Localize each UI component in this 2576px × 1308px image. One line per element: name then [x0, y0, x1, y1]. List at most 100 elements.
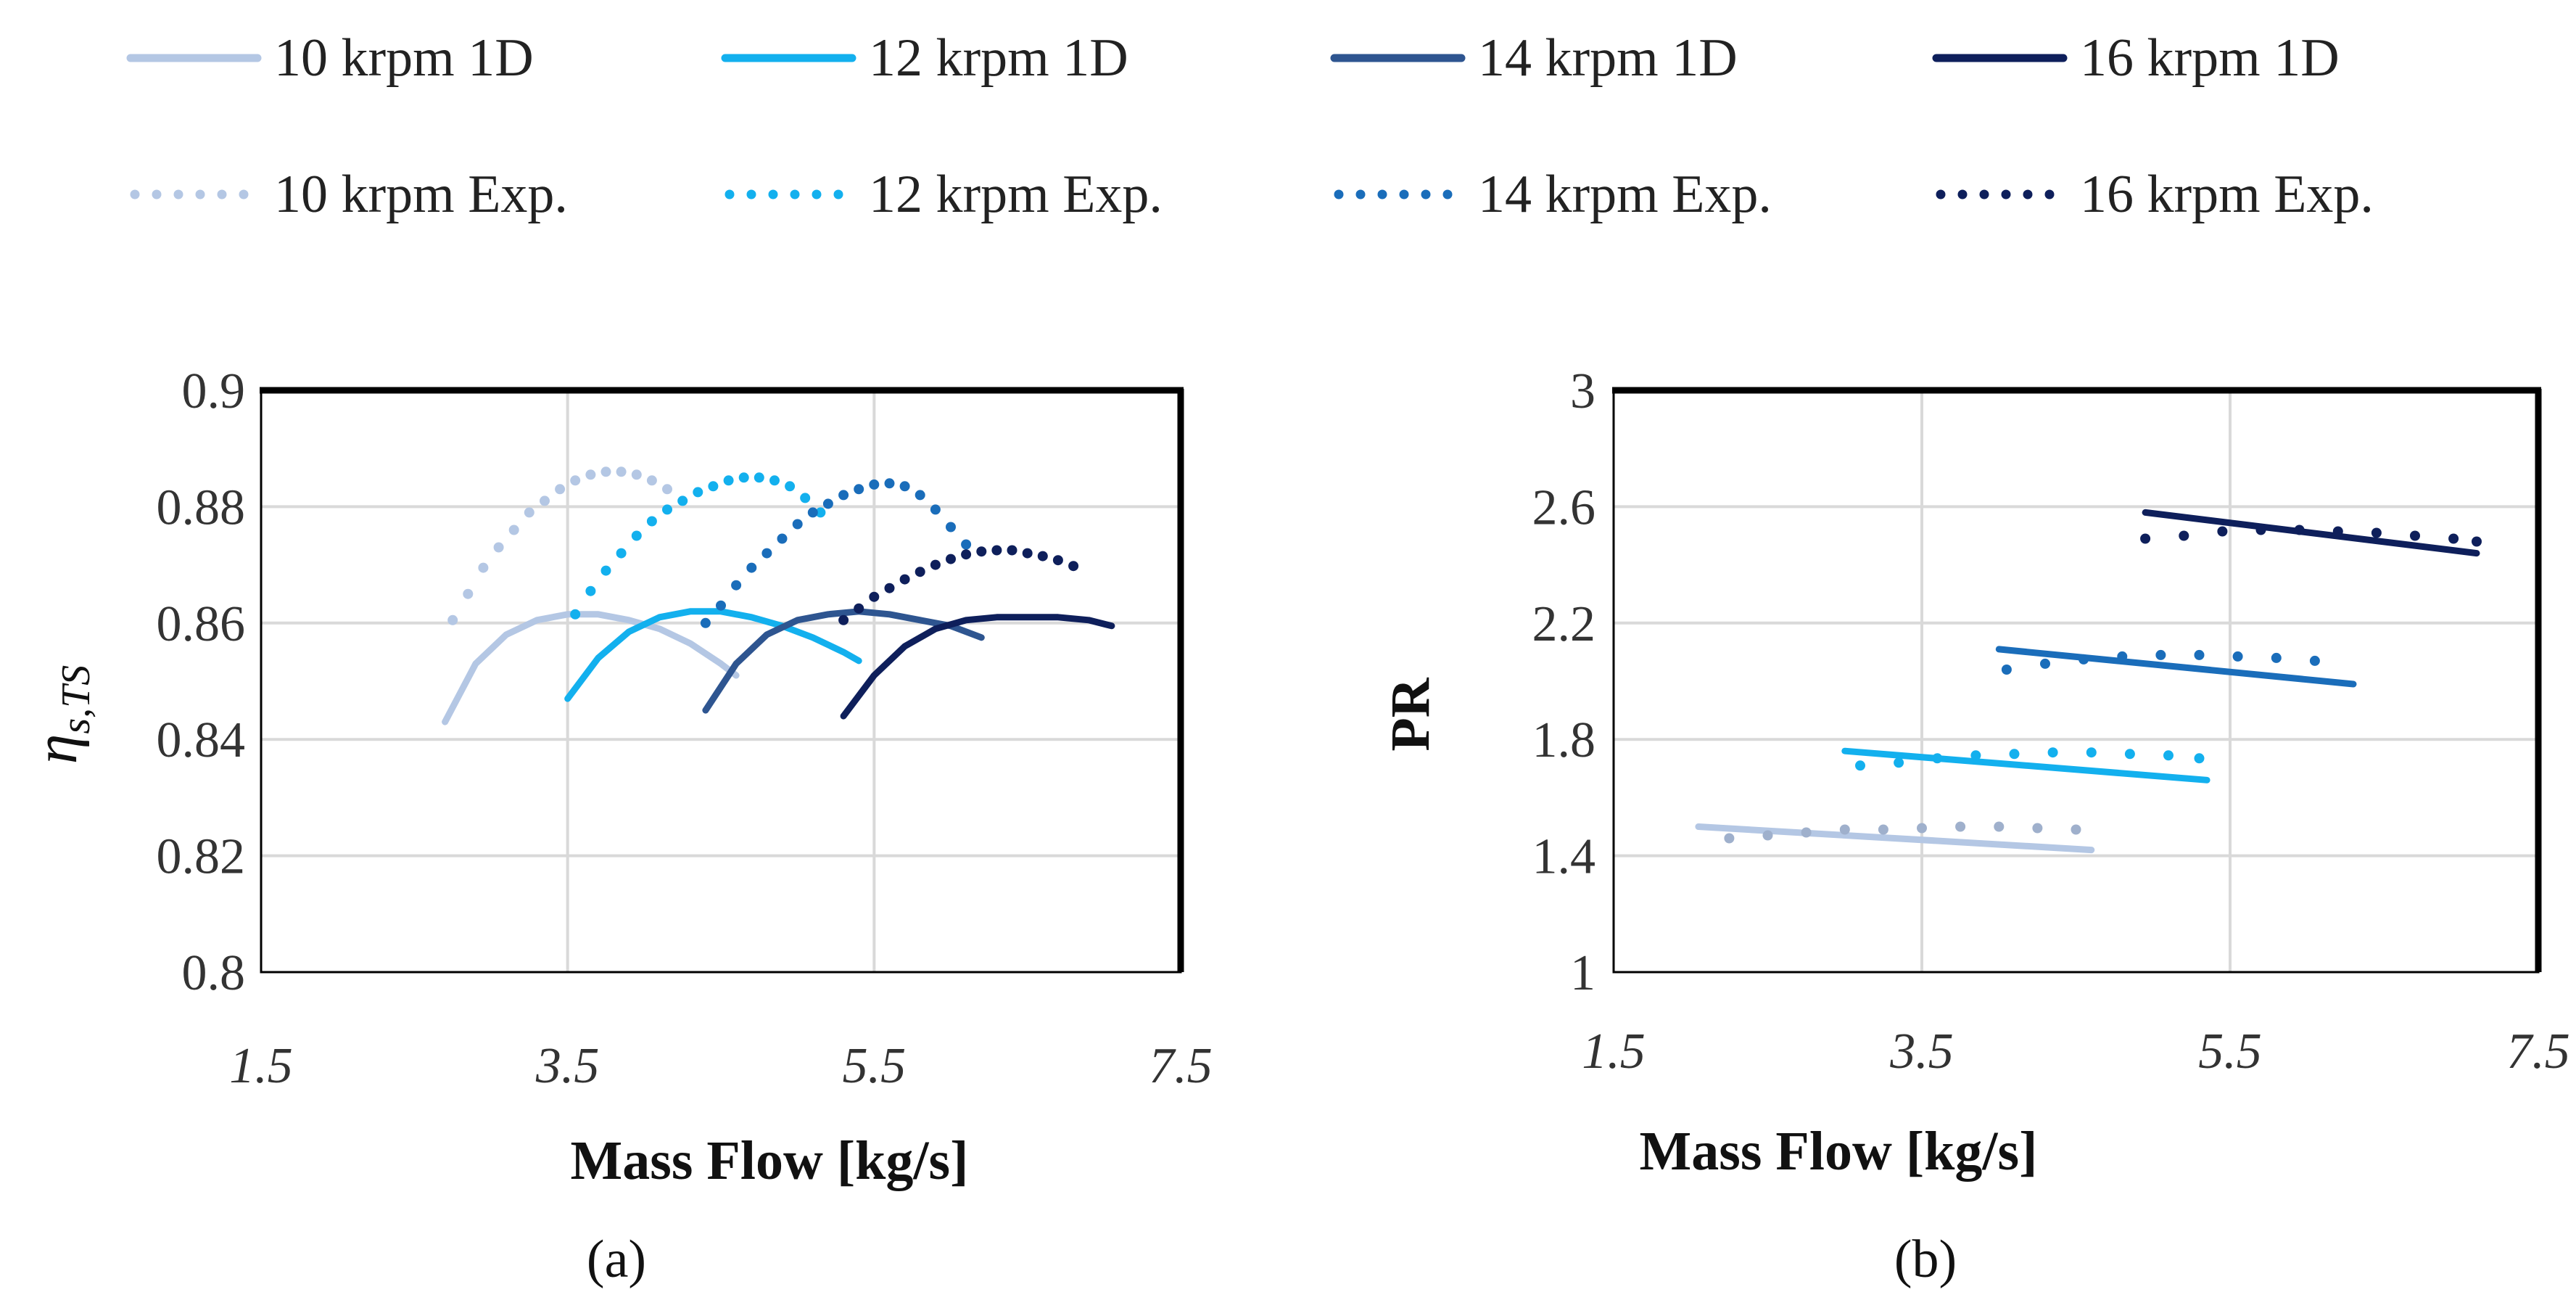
chart-b-x-tick-label: 7.5 — [2506, 1024, 2570, 1079]
chart-a-series-14-krpm-1d — [702, 608, 985, 714]
chart-a-point-14-krpm-exp — [869, 479, 880, 490]
chart-b-point-10-krpm-exp — [1878, 824, 1888, 835]
chart-a-point-16-krpm-exp — [915, 567, 925, 577]
chart-a-point-10-krpm-exp — [524, 507, 534, 518]
chart-a-point-12-krpm-exp — [785, 481, 796, 492]
chart-b-point-16-krpm-exp — [2255, 525, 2266, 535]
chart-b-point-14-krpm-exp — [2001, 665, 2012, 675]
chart-b-point-12-krpm-exp — [2163, 750, 2174, 761]
chart-a-x-tick-label: 1.5 — [229, 1038, 293, 1094]
chart-a-x-tick-label: 5.5 — [843, 1038, 907, 1094]
legend-label-16-krpm-exp: 16 krpm Exp. — [2080, 165, 2374, 224]
chart-b-point-10-krpm-exp — [1762, 830, 1773, 841]
caption-a: (a) — [587, 1230, 646, 1289]
chart-a-point-16-krpm-exp — [838, 614, 849, 625]
chart-a-point-16-krpm-exp — [1007, 545, 1017, 556]
chart-a-series-16-krpm-exp — [838, 545, 1079, 625]
chart-b-point-16-krpm-exp — [2332, 526, 2343, 537]
chart-b-y-axis-title: PR — [1380, 677, 1441, 751]
chart-a-point-14-krpm-exp — [807, 507, 818, 518]
chart-a-point-10-krpm-exp — [493, 542, 504, 553]
chart-a-x-axis-title: Mass Flow [kg/s] — [571, 1130, 969, 1191]
chart-a-point-10-krpm-exp — [662, 484, 672, 495]
chart-b-point-14-krpm-exp — [2194, 649, 2205, 660]
chart-a-point-10-krpm-exp — [570, 475, 581, 486]
chart-b-point-14-krpm-exp — [2155, 649, 2166, 660]
chart-b-y-tick-label: 3 — [1570, 363, 1595, 419]
chart-a-point-16-krpm-exp — [930, 559, 941, 570]
chart-a-point-12-krpm-exp — [646, 516, 657, 527]
chart-a-point-16-krpm-exp — [1052, 555, 1063, 566]
chart-a-y-tick-label: 0.86 — [157, 596, 246, 652]
chart-a-point-12-krpm-exp — [600, 565, 611, 576]
chart-a-point-10-krpm-exp — [478, 562, 489, 573]
chart-a-point-12-krpm-exp — [723, 475, 734, 486]
chart-a-y-axis-title: ηs,TS — [22, 665, 99, 765]
chart-b-point-14-krpm-exp — [2232, 651, 2243, 662]
chart-b-point-16-krpm-exp — [2179, 530, 2189, 541]
chart-a-y-axis-title-sub: s,TS — [54, 665, 99, 734]
chart-b-point-10-krpm-exp — [1801, 827, 1812, 838]
chart-a-point-14-krpm-exp — [731, 580, 742, 591]
chart-b-point-10-krpm-exp — [1917, 823, 1927, 834]
chart-a-series-10-krpm-1d — [442, 611, 740, 725]
chart-b-point-16-krpm-exp — [2140, 533, 2151, 544]
chart-b-series-10-krpm-1d — [1695, 823, 2095, 854]
chart-a-point-16-krpm-exp — [991, 545, 1002, 556]
chart-b-series-12-krpm-exp — [1855, 747, 2205, 771]
chart-b-series-16-krpm-1d — [2142, 509, 2480, 557]
chart-a-point-10-krpm-exp — [600, 466, 611, 477]
chart-a-point-14-krpm-exp — [915, 490, 925, 501]
chart-b-point-12-krpm-exp — [1970, 750, 1981, 761]
chart-a-point-12-krpm-exp — [754, 472, 764, 483]
chart-b-y-tick-label: 1.8 — [1532, 712, 1596, 768]
chart-a-series-12-krpm-1d — [564, 608, 862, 702]
chart-b-point-12-krpm-exp — [1894, 757, 1904, 768]
chart-b-point-12-krpm-exp — [2194, 753, 2205, 764]
chart-a-point-12-krpm-exp — [800, 493, 811, 503]
chart-b-point-12-krpm-exp — [1855, 760, 1865, 771]
chart-a-point-10-krpm-exp — [585, 469, 596, 480]
chart-a-point-12-krpm-exp — [815, 507, 826, 518]
chart-b-y-tick-label: 2.2 — [1532, 596, 1596, 652]
chart-a-point-14-krpm-exp — [899, 481, 910, 492]
chart-b-point-14-krpm-exp — [2309, 655, 2320, 666]
chart-b-point-10-krpm-exp — [1724, 833, 1735, 844]
chart-b-plot: 1 1.4 1.8 2.2 2.6 3 1.5 3.5 5.5 7.5 — [1532, 363, 2570, 1079]
chart-b-y-tick-label: 2.6 — [1532, 480, 1596, 535]
chart-a-point-12-krpm-exp — [631, 530, 642, 541]
chart-b-x-tick-label: 5.5 — [2198, 1024, 2262, 1079]
chart-b-y-tick-label: 1.4 — [1532, 829, 1596, 885]
chart-b-x-axis-title: Mass Flow [kg/s] — [1640, 1121, 2038, 1182]
chart-a-point-14-krpm-exp — [700, 617, 711, 628]
chart-a-y-tick-label: 0.82 — [157, 829, 246, 885]
chart-a-plot: 0.8 0.82 0.84 0.86 0.88 0.9 1.5 3.5 5.5 7.5 — [157, 363, 1213, 1094]
chart-a-point-12-krpm-exp — [769, 475, 780, 486]
chart-a-point-16-krpm-exp — [884, 583, 895, 593]
chart-a-point-16-krpm-exp — [961, 549, 972, 560]
legend-label-10-krpm-1d: 10 krpm 1D — [274, 28, 534, 88]
chart-b-point-16-krpm-exp — [2472, 536, 2482, 547]
chart-a-point-12-krpm-exp — [738, 472, 749, 483]
chart-b-point-16-krpm-exp — [2410, 530, 2420, 541]
chart-b-point-16-krpm-exp — [2371, 527, 2382, 538]
chart-a-point-10-krpm-exp — [447, 614, 458, 625]
chart-a-point-10-krpm-exp — [616, 466, 627, 477]
chart-b-plot-frame — [1612, 389, 2540, 974]
chart-panel-a: 0.8 0.82 0.84 0.86 0.88 0.9 1.5 3.5 5.5 7.5 Mass … — [22, 363, 1213, 1289]
chart-a-point-14-krpm-exp — [930, 504, 941, 515]
chart-b-x-tick-label: 1.5 — [1582, 1024, 1646, 1079]
chart-a-point-10-krpm-exp — [508, 525, 519, 535]
chart-a-point-14-krpm-exp — [854, 484, 864, 495]
legend-label-14-krpm-1d: 14 krpm 1D — [1478, 28, 1738, 88]
chart-a-x-tick-label: 3.5 — [535, 1038, 600, 1094]
caption-b: (b) — [1894, 1230, 1957, 1289]
chart-b-point-12-krpm-exp — [2047, 747, 2058, 758]
chart-a-point-10-krpm-exp — [555, 484, 566, 495]
chart-b-point-10-krpm-exp — [2071, 824, 2081, 835]
chart-b-point-14-krpm-exp — [2040, 658, 2050, 669]
legend-label-14-krpm-exp: 14 krpm Exp. — [1478, 165, 1772, 224]
chart-a-point-14-krpm-exp — [746, 562, 757, 573]
chart-a-series-10-krpm-exp — [447, 466, 672, 625]
chart-a-point-10-krpm-exp — [463, 588, 474, 599]
